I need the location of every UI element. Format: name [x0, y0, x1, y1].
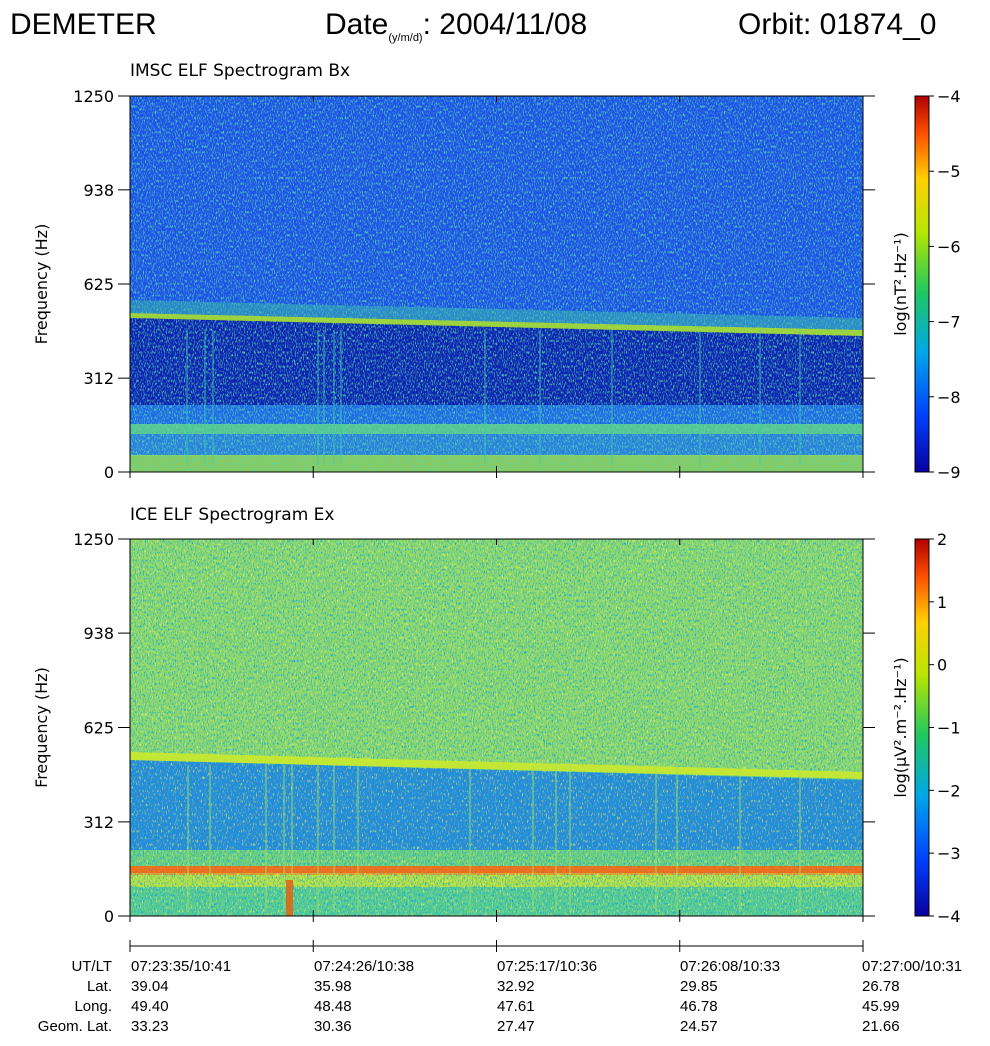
ephemeris-row: Long. 49.40 48.48 47.61 46.78 45.99: [0, 998, 990, 1018]
date-header: Date(y/m/d): 2004/11/08: [325, 8, 587, 44]
ephemeris-cell: 46.78: [680, 998, 718, 1015]
y-tick-label: 0: [104, 463, 114, 482]
ephemeris-cell: 07:24:26/10:38: [314, 958, 415, 975]
y-tick-label: 1250: [73, 530, 114, 549]
ephemeris-cell: 07:27:00/10:31: [862, 958, 963, 975]
ephemeris-row: Geom. Lat. 33.23 30.36 27.47 24.57 21.66: [0, 1018, 990, 1038]
colorbar: [914, 538, 930, 917]
colorbar-tick-label: −9: [937, 463, 961, 482]
spectrogram-figure: 0 312 625 938 1250 Frequency (Hz) 0 312 625 938 1…: [32, 87, 961, 952]
y-tick-label: 312: [83, 369, 114, 388]
colorbar-tick-label: −2: [937, 781, 961, 800]
date-value: : 2004/11/08: [422, 8, 588, 41]
colorbar-tick-label: −4: [937, 87, 961, 106]
colorbar-tick-label: 2: [937, 530, 947, 549]
ephemeris-row-label: UT/LT: [71, 958, 112, 975]
colorbar-tick-label: −6: [937, 237, 961, 256]
ephemeris-cell: 47.61: [497, 998, 535, 1015]
ephemeris-cell: 48.48: [314, 998, 352, 1015]
ephemeris-cell: 29.85: [680, 978, 718, 995]
y-tick-label: 938: [83, 181, 114, 200]
colorbar-tick-label: −4: [937, 907, 961, 926]
ephemeris-cell: 39.04: [131, 978, 169, 995]
colorbar-label: log(nT².Hz⁻¹): [891, 232, 910, 336]
y-tick-label: 625: [83, 275, 114, 294]
colorbar-tick-label: −3: [937, 844, 961, 863]
colorbar-tick-label: −1: [937, 719, 961, 738]
ephemeris-cell: 33.23: [131, 1018, 169, 1035]
y-axis-label: Frequency (Hz): [32, 224, 51, 345]
colorbar-label: log(μV².m⁻².Hz⁻¹): [891, 657, 910, 797]
date-label: Date: [325, 8, 389, 41]
ephemeris-cell: 07:23:35/10:41: [131, 958, 232, 975]
ephemeris-cell: 45.99: [862, 998, 900, 1015]
mission-title: DEMETER: [10, 8, 157, 41]
panel-title-bx: IMSC ELF Spectrogram Bx: [130, 61, 351, 81]
colorbar-tick-label: −8: [937, 388, 961, 407]
ephemeris-table: UT/LT 07:23:35/10:41 07:24:26/10:38 07:25:1…: [0, 958, 990, 1046]
ephemeris-row: Lat. 39.04 35.98 32.92 29.85 26.78: [0, 978, 990, 998]
colorbar: [914, 95, 930, 473]
y-tick-label: 312: [83, 813, 114, 832]
ephemeris-cell: 27.47: [497, 1018, 535, 1035]
ephemeris-cell: 30.36: [314, 1018, 352, 1035]
y-tick-label: 1250: [73, 87, 114, 106]
ephemeris-cell: 26.78: [862, 978, 900, 995]
ephemeris-cell: 07:26:08/10:33: [680, 958, 781, 975]
ephemeris-row-label: Long.: [74, 998, 112, 1015]
ephemeris-cell: 35.98: [314, 978, 352, 995]
ephemeris-cell: 24.57: [680, 1018, 718, 1035]
spectrogram-ex: [130, 539, 863, 916]
ephemeris-cell: 49.40: [131, 998, 169, 1015]
ephemeris-row-label: Geom. Lat.: [37, 1018, 112, 1035]
ephemeris-cell: 21.66: [862, 1018, 900, 1035]
colorbar-tick-label: 1: [937, 593, 947, 612]
date-format: (y/m/d): [388, 32, 423, 44]
spectrogram-bx: [130, 96, 863, 472]
panel-title-ex: ICE ELF Spectrogram Ex: [130, 505, 335, 525]
y-tick-label: 625: [83, 719, 114, 738]
ephemeris-row: UT/LT 07:23:35/10:41 07:24:26/10:38 07:25:1…: [0, 958, 990, 978]
colorbar-tick-label: −7: [937, 313, 961, 332]
ephemeris-cell: 32.92: [497, 978, 535, 995]
y-tick-label: 938: [83, 624, 114, 643]
y-tick-label: 0: [104, 907, 114, 926]
y-axis-label: Frequency (Hz): [32, 667, 51, 788]
colorbar-tick-label: 0: [937, 656, 947, 675]
orbit-title: Orbit: 01874_0: [738, 8, 937, 41]
ephemeris-cell: 07:25:17/10:36: [497, 958, 598, 975]
ephemeris-row-label: Lat.: [86, 978, 112, 995]
colorbar-tick-label: −5: [937, 162, 961, 181]
